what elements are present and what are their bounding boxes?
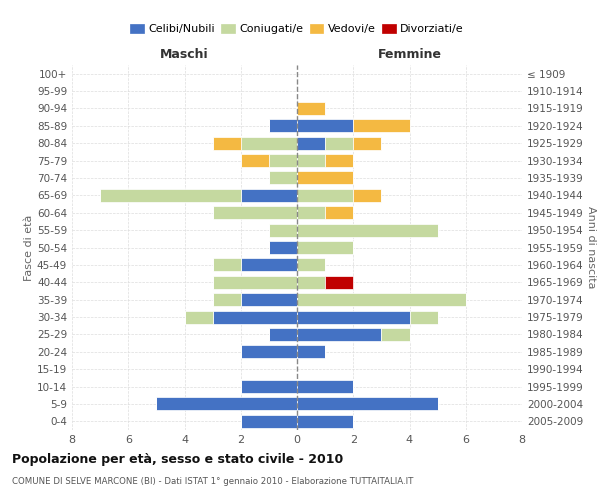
Bar	[241, 154, 269, 167]
Bar	[297, 380, 353, 393]
Bar	[212, 136, 241, 149]
Bar	[297, 206, 325, 220]
Bar	[212, 310, 297, 324]
Text: COMUNE DI SELVE MARCONE (BI) - Dati ISTAT 1° gennaio 2010 - Elaborazione TUTTAIT: COMUNE DI SELVE MARCONE (BI) - Dati ISTA…	[12, 478, 413, 486]
Bar	[325, 206, 353, 220]
Bar	[297, 346, 325, 358]
Bar	[297, 102, 325, 115]
Bar	[157, 398, 297, 410]
Bar	[353, 189, 382, 202]
Bar	[297, 310, 409, 324]
Bar	[100, 189, 241, 202]
Y-axis label: Fasce di età: Fasce di età	[24, 214, 34, 280]
Bar	[241, 293, 297, 306]
Bar	[325, 136, 353, 149]
Bar	[297, 258, 325, 272]
Bar	[269, 328, 297, 341]
Bar	[325, 276, 353, 289]
Bar	[241, 380, 297, 393]
Bar	[297, 241, 353, 254]
Bar	[382, 328, 409, 341]
Bar	[297, 224, 437, 236]
Bar	[297, 398, 437, 410]
Bar	[297, 172, 353, 184]
Text: Maschi: Maschi	[160, 48, 209, 62]
Y-axis label: Anni di nascita: Anni di nascita	[586, 206, 596, 289]
Bar	[212, 206, 297, 220]
Bar	[241, 258, 297, 272]
Bar	[185, 310, 212, 324]
Bar	[297, 189, 353, 202]
Text: Femmine: Femmine	[377, 48, 442, 62]
Bar	[241, 346, 297, 358]
Bar	[297, 328, 382, 341]
Bar	[241, 189, 297, 202]
Bar	[241, 415, 297, 428]
Bar	[269, 172, 297, 184]
Bar	[297, 154, 325, 167]
Bar	[297, 276, 325, 289]
Bar	[353, 120, 409, 132]
Bar	[325, 154, 353, 167]
Bar	[297, 136, 325, 149]
Bar	[212, 293, 241, 306]
Bar	[241, 136, 297, 149]
Bar	[297, 415, 353, 428]
Bar	[269, 224, 297, 236]
Bar	[353, 136, 382, 149]
Bar	[297, 293, 466, 306]
Text: Popolazione per età, sesso e stato civile - 2010: Popolazione per età, sesso e stato civil…	[12, 452, 343, 466]
Bar	[269, 120, 297, 132]
Bar	[269, 241, 297, 254]
Bar	[212, 276, 297, 289]
Bar	[297, 120, 353, 132]
Legend: Celibi/Nubili, Coniugati/e, Vedovi/e, Divorziati/e: Celibi/Nubili, Coniugati/e, Vedovi/e, Di…	[126, 20, 468, 39]
Bar	[409, 310, 437, 324]
Bar	[269, 154, 297, 167]
Bar	[212, 258, 241, 272]
